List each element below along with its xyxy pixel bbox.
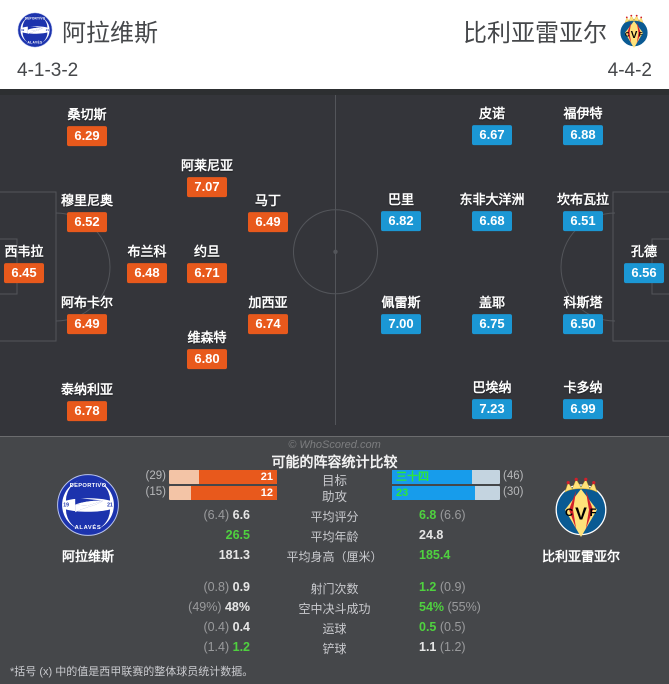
svg-text:ALAVÉS: ALAVÉS [28,40,43,45]
svg-text:V: V [631,30,638,41]
svg-text:21: 21 [46,28,50,32]
svg-text:F: F [639,31,643,38]
svg-text:C: C [625,31,630,38]
svg-text:DEPORTIVO: DEPORTIVO [25,17,46,21]
svg-text:19: 19 [21,28,25,32]
